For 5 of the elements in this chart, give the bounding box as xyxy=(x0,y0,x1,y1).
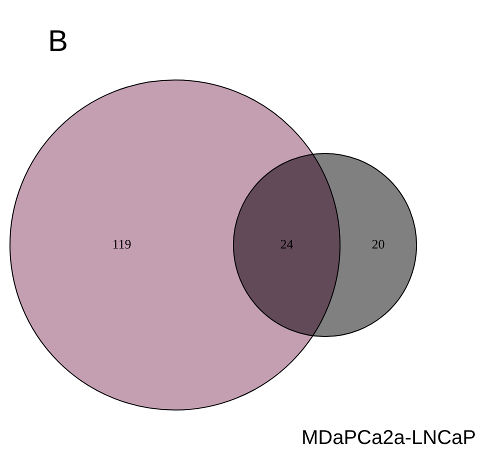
text: B xyxy=(48,25,68,58)
data-label: 20 xyxy=(372,236,385,252)
data-label: 24 xyxy=(280,236,294,252)
data-label: 119 xyxy=(112,236,132,252)
text: MDaPCa2a-LNCaP xyxy=(301,427,476,449)
